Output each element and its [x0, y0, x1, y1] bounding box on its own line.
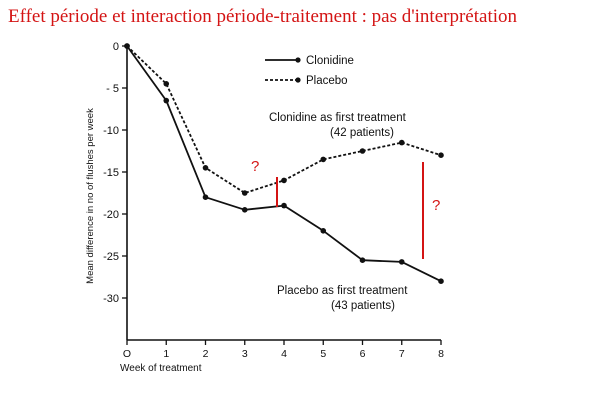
- y-tick-label: - 5: [106, 83, 119, 95]
- data-point-placebo: [398, 139, 405, 146]
- x-axis-label: Week of treatment: [120, 363, 202, 374]
- data-point-placebo: [241, 190, 248, 196]
- slide-title: Effet période et interaction période-tra…: [8, 6, 518, 27]
- annotation-placebo-first: Placebo as first treatment: [277, 285, 408, 297]
- data-point-placebo: [163, 81, 170, 87]
- x-tick-label: O: [123, 348, 131, 360]
- data-point-clonidine: [281, 202, 287, 209]
- x-tick-label: 4: [281, 348, 287, 360]
- data-point-clonidine: [359, 257, 366, 264]
- data-point-clonidine: [320, 228, 327, 234]
- data-point-clonidine: [202, 194, 209, 200]
- x-tick-label: 7: [399, 348, 405, 360]
- y-tick-label: -20: [103, 209, 119, 221]
- data-point-clonidine: [398, 259, 405, 265]
- x-tick-label: 5: [320, 348, 326, 360]
- x-tick-label: 1: [163, 348, 169, 360]
- data-point-placebo: [438, 152, 444, 158]
- y-tick-label: -15: [103, 167, 119, 179]
- y-tick-label: -10: [103, 125, 119, 137]
- y-ticks: 0 - 5 -10 -15 -20 -25 -30: [103, 41, 127, 305]
- x-tick-label: 8: [438, 348, 444, 360]
- chart-series: [124, 43, 444, 285]
- y-axis-label: Mean difference in no of flushes per wee…: [85, 108, 96, 284]
- data-point-placebo: [281, 177, 287, 184]
- chart-legend: Clonidine Placebo: [265, 55, 354, 87]
- legend-marker-placebo: [295, 77, 301, 83]
- data-point-placebo: [359, 148, 366, 154]
- data-point-placebo: [320, 156, 327, 163]
- x-ticks: O 1 2 3 4 5 6 7 8: [123, 340, 444, 360]
- question-mark-week3: ?: [251, 158, 259, 175]
- legend-label-placebo: Placebo: [306, 75, 348, 87]
- data-point-clonidine: [438, 278, 444, 285]
- series-line-clonidine: [126, 45, 442, 283]
- data-point-clonidine: [163, 97, 170, 104]
- annotation-clonidine-patients: (42 patients): [330, 127, 394, 139]
- annotation-clonidine-first: Clonidine as first treatment: [269, 112, 407, 124]
- y-tick-label: -25: [103, 251, 119, 263]
- legend-marker-clonidine: [295, 57, 301, 63]
- x-tick-label: 6: [360, 348, 366, 360]
- x-tick-label: 3: [242, 348, 248, 360]
- x-tick-label: 2: [203, 348, 209, 360]
- y-tick-label: 0: [113, 41, 119, 53]
- legend-label-clonidine: Clonidine: [306, 55, 354, 67]
- data-point-placebo: [124, 43, 130, 49]
- annotation-placebo-patients: (43 patients): [331, 300, 395, 312]
- y-tick-label: -30: [103, 293, 119, 305]
- question-mark-week8: ?: [432, 197, 440, 214]
- data-point-placebo: [202, 165, 209, 171]
- data-point-clonidine: [241, 207, 248, 213]
